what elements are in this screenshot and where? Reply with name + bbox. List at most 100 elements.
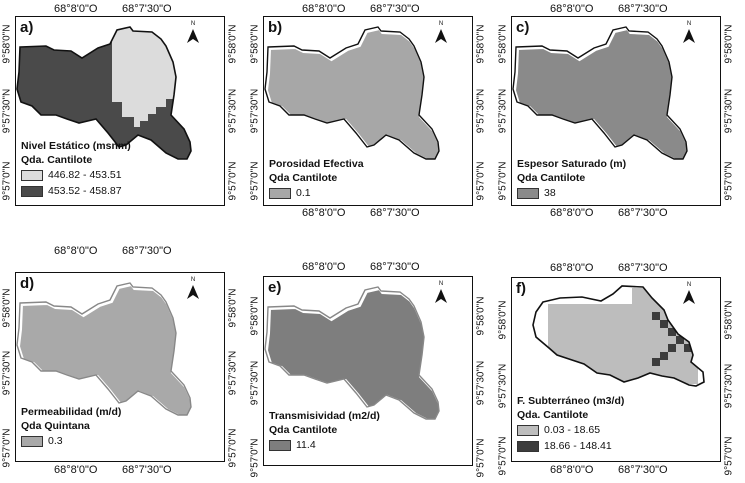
map-panel-c: 68°8'0"O 68°7'30"O 68°8'0"O 68°7'30"O 9°…	[496, 0, 741, 241]
longitude-labels-bottom: 68°8'0"O 68°7'30"O	[496, 207, 741, 221]
legend-f: F. Subterráneo (m3/d) Qda. Cantilote 0.0…	[517, 394, 624, 454]
latitude-labels-right: 9°58'0"N 9°57'30"N 9°57'0"N	[475, 24, 487, 201]
north-arrow-icon	[187, 29, 199, 43]
basin-map-f	[532, 285, 705, 387]
latitude-labels-right: 9°58'0"N 9°57'30"N 9°57'0"N	[723, 24, 735, 201]
lon-label: 68°7'30"O	[618, 3, 668, 15]
longitude-labels-bottom: 68°8'0"O 68°7'30"O	[496, 464, 741, 478]
map-frame: f) N F. Subterráneo (m3/d) Qda. Cantilot…	[511, 277, 721, 462]
longitude-labels-top: 68°8'0"O 68°7'30"O	[248, 261, 493, 275]
legend-swatch	[517, 424, 539, 436]
lon-label: 68°7'30"O	[122, 464, 172, 476]
lon-label: 68°7'30"O	[618, 464, 668, 476]
lon-label: 68°7'30"O	[122, 245, 172, 257]
legend-item-label: 446.82 - 453.51	[48, 169, 122, 181]
north-letter: N	[686, 21, 692, 27]
north-arrow: N	[186, 21, 200, 45]
legend-subtitle: Qda. Cantilote	[517, 409, 589, 421]
lon-label: 68°8'0"O	[550, 207, 594, 219]
map-frame: d) N Permeabilidad (m/d) Qda Quintana 0.…	[15, 272, 225, 462]
legend-subtitle: Qda Cantilote	[269, 172, 338, 184]
north-arrow: N	[186, 277, 200, 301]
flujo-high-cell	[668, 344, 676, 352]
legend-title: Porosidad Efectiva	[269, 158, 364, 170]
latitude-labels-left: 9°58'0"N 9°57'30"N 9°57'0"N	[1, 288, 13, 468]
map-frame: a) N Nivel Estático (msnm) Qda. Cantilot…	[15, 16, 225, 206]
legend-swatch	[517, 187, 539, 199]
legend-swatch	[21, 435, 43, 447]
legend-item: 38	[517, 185, 626, 201]
legend-swatch	[21, 185, 43, 197]
legend-item: 0.1	[269, 185, 364, 201]
lon-label: 68°7'30"O	[370, 261, 420, 273]
legend-item-label: 11.4	[296, 439, 316, 451]
north-letter: N	[438, 21, 444, 27]
map-panel-a: 68°8'0"O 68°7'30"O 9°58'0"N 9°57'30"N 9°…	[0, 0, 245, 241]
north-arrow: N	[434, 281, 448, 305]
lon-label: 68°8'0"O	[302, 261, 346, 273]
north-letter: N	[190, 21, 196, 27]
north-arrow-icon	[435, 289, 447, 303]
north-letter: N	[686, 282, 692, 288]
flujo-high-cell	[660, 320, 668, 328]
legend-d: Permeabilidad (m/d) Qda Quintana 0.3	[21, 405, 121, 449]
legend-item-label: 38	[544, 187, 556, 199]
lon-label: 68°8'0"O	[54, 3, 98, 15]
latitude-labels-right: 9°58'0"N 9°57'30"N 9°57'0"N	[227, 24, 239, 201]
latitude-labels-left: 9°58'0"N 9°57'30"N 9°57'0"N	[497, 300, 509, 476]
latitude-labels-left: 9°58'0"N 9°57'30"N 9°57'0"N	[1, 24, 13, 201]
north-arrow-icon	[435, 29, 447, 43]
north-arrow: N	[434, 21, 448, 45]
legend-swatch	[269, 187, 291, 199]
nivel-low-zone	[112, 27, 191, 127]
legend-item-label: 0.1	[296, 187, 311, 199]
latitude-labels-left: 9°58'0"N 9°57'30"N 9°57'0"N	[497, 24, 509, 201]
north-letter: N	[438, 281, 444, 287]
lon-label: 68°7'30"O	[618, 207, 668, 219]
flujo-high-cell	[660, 352, 668, 360]
lon-label: 68°7'30"O	[618, 262, 668, 274]
panel-label: d)	[19, 275, 36, 292]
legend-swatch	[21, 169, 43, 181]
legend-c: Espesor Saturado (m) Qda Cantilote 38	[517, 157, 626, 201]
lon-label: 68°8'0"O	[54, 245, 98, 257]
latitude-labels-left: 9°58'0"N 9°57'30"N 9°57'0"N	[249, 296, 261, 478]
longitude-labels-top: 68°8'0"O 68°7'30"O	[0, 245, 245, 259]
map-frame: b) N Porosidad Efectiva Qda Cantilote 0.…	[263, 16, 473, 206]
panel-label: f)	[515, 280, 527, 297]
longitude-labels-top: 68°8'0"O 68°7'30"O	[496, 3, 741, 17]
basin-map-a	[16, 26, 192, 160]
north-arrow: N	[682, 21, 696, 45]
north-arrow-icon	[187, 285, 199, 299]
longitude-labels-top: 68°8'0"O 68°7'30"O	[248, 3, 493, 17]
lon-label: 68°7'30"O	[370, 207, 420, 219]
legend-b: Porosidad Efectiva Qda Cantilote 0.1	[269, 157, 364, 201]
legend-item-label: 453.52 - 458.87	[48, 185, 122, 197]
north-arrow: N	[682, 282, 696, 306]
panel-label: a)	[19, 19, 35, 36]
lon-label: 68°7'30"O	[122, 3, 172, 15]
map-panel-d: 68°8'0"O 68°7'30"O 68°8'0"O 68°7'30"O 9°…	[0, 242, 245, 483]
panel-label: e)	[267, 279, 283, 296]
map-frame: e) N Transmisividad (m2/d) Qda Cantilote…	[263, 276, 473, 466]
flujo-high-cell	[652, 358, 660, 366]
lon-label: 68°7'30"O	[370, 3, 420, 15]
latitude-labels-left: 9°58'0"N 9°57'30"N 9°57'0"N	[249, 24, 261, 201]
map-frame: c) N Espesor Saturado (m) Qda Cantilote …	[511, 16, 721, 206]
legend-subtitle: Qda Cantilote	[269, 424, 338, 436]
legend-e: Transmisividad (m2/d) Qda Cantilote 11.4	[269, 409, 380, 453]
legend-subtitle: Qda. Cantilote	[21, 154, 93, 166]
legend-subtitle: Qda Quintana	[21, 420, 90, 432]
legend-title: Espesor Saturado (m)	[517, 158, 627, 170]
legend-item: 446.82 - 453.51	[21, 167, 131, 183]
map-panel-e: 68°8'0"O 68°7'30"O 9°58'0"N 9°57'30"N 9°…	[248, 242, 493, 483]
legend-title: Nivel Estático (msnm)	[21, 140, 131, 152]
map-panel-f: 68°8'0"O 68°7'30"O 68°8'0"O 68°7'30"O 9°…	[496, 242, 741, 483]
legend-a: Nivel Estático (msnm) Qda. Cantilote 446…	[21, 139, 131, 199]
legend-item: 18.66 - 148.41	[517, 438, 624, 454]
legend-subtitle: Qda Cantilote	[517, 172, 586, 184]
flujo-high-cell	[684, 344, 692, 352]
legend-title: Permeabilidad (m/d)	[21, 406, 122, 418]
latitude-labels-right: 9°58'0"N 9°57'30"N 9°57'0"N	[723, 300, 735, 476]
flujo-high-cell	[652, 312, 660, 320]
